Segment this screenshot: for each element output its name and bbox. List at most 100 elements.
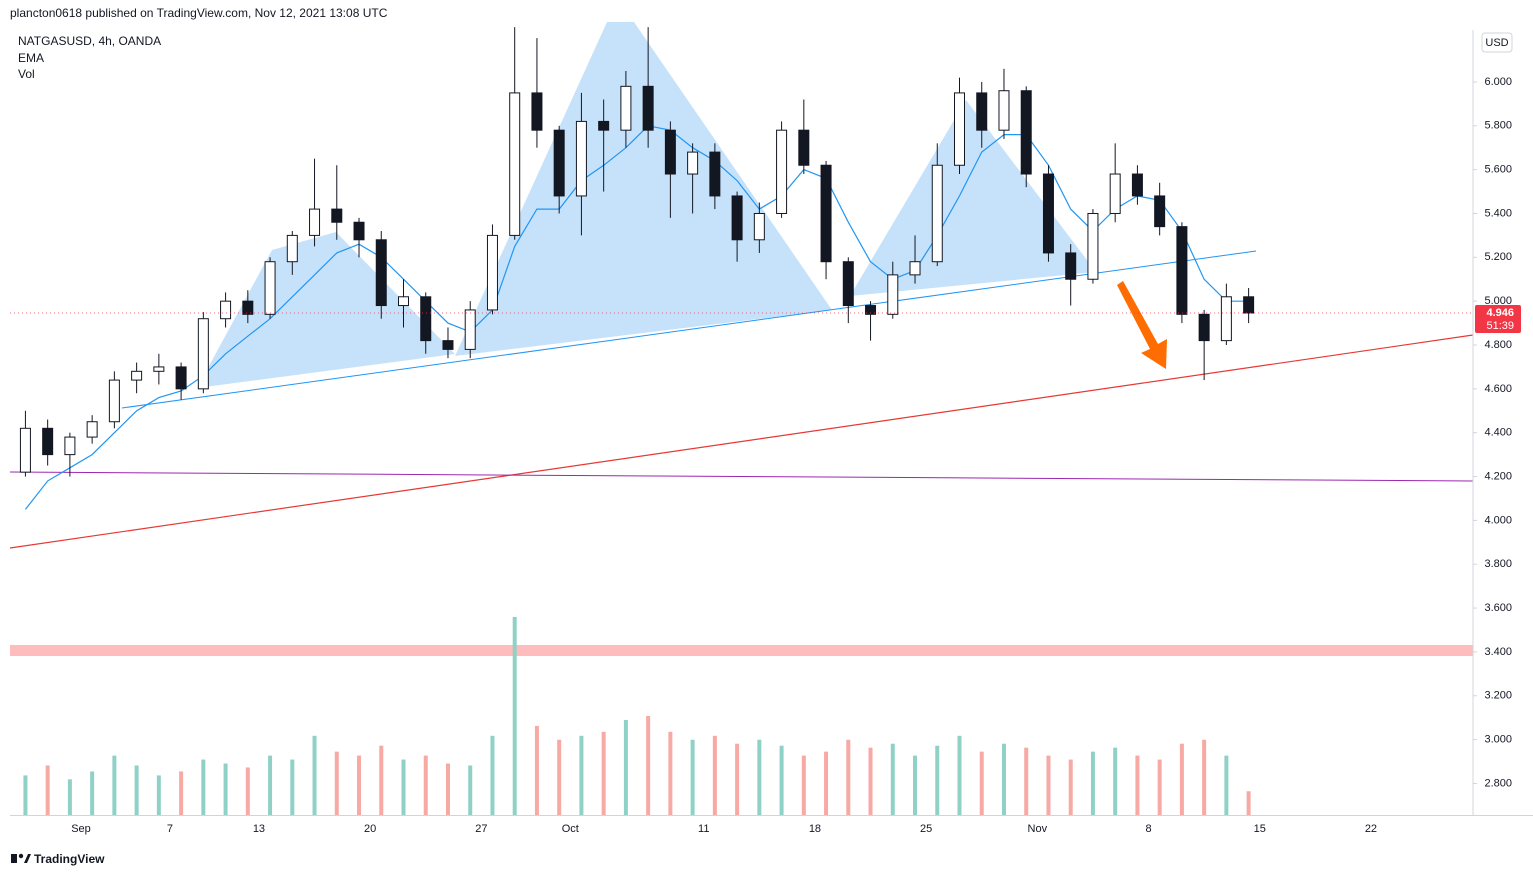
volume-bar <box>1224 755 1229 815</box>
candle-body <box>1243 296 1255 314</box>
volume-bar <box>579 735 584 815</box>
volume-bar <box>490 735 495 815</box>
y-tick-label: 2.800 <box>1484 777 1512 789</box>
volume-bar <box>735 743 740 815</box>
volume-bar <box>379 745 384 815</box>
last-price: 4.946 <box>1486 307 1514 319</box>
y-tick-label: 5.600 <box>1484 164 1512 176</box>
candle-body <box>1020 90 1032 175</box>
volume-bar <box>23 775 28 815</box>
candle-body <box>1042 173 1054 254</box>
volume-bar <box>623 719 628 815</box>
candle-body <box>153 366 165 372</box>
volume-bar <box>757 739 762 815</box>
x-tick-label: 27 <box>475 823 487 835</box>
x-tick-label: Oct <box>562 823 579 835</box>
candle-body <box>1087 212 1099 280</box>
volume-bar <box>1202 739 1207 815</box>
candle-body <box>420 296 432 342</box>
pattern-head <box>455 22 832 356</box>
pattern-left-shoulder <box>197 232 455 388</box>
arrow <box>1117 281 1167 369</box>
candle-body <box>820 164 832 263</box>
candle-body <box>1131 173 1143 197</box>
y-tick-label: 5.000 <box>1484 295 1512 307</box>
volume-bar <box>468 765 473 815</box>
volume-bar <box>1135 755 1140 815</box>
footer-brand: TradingView <box>34 852 105 866</box>
candle-body <box>375 239 387 307</box>
candle-body <box>531 92 543 131</box>
volume-bar <box>312 735 317 815</box>
candle-body <box>753 212 765 241</box>
candle-body <box>353 221 365 241</box>
x-tick-label: 18 <box>809 823 821 835</box>
ema-line <box>24 125 1249 510</box>
y-tick-label: 6.000 <box>1484 76 1512 88</box>
volume-bar <box>557 739 562 815</box>
volume-bar <box>1246 791 1251 815</box>
volume-bar <box>156 775 161 815</box>
candle-body <box>175 366 187 390</box>
y-tick-label: 3.200 <box>1484 690 1512 702</box>
candle-body <box>42 427 54 456</box>
volume-bar <box>846 739 851 815</box>
candle-body <box>86 421 98 438</box>
volume-bar <box>935 745 940 815</box>
candle-body <box>131 370 143 381</box>
volume-bar <box>401 759 406 815</box>
candle-body <box>309 208 321 236</box>
y-tick-label: 3.600 <box>1484 602 1512 614</box>
volume-bar <box>357 755 362 815</box>
volume-bar <box>690 739 695 815</box>
x-tick-label: 11 <box>698 823 709 835</box>
candle-body <box>998 90 1010 131</box>
x-tick-label: 25 <box>920 823 932 835</box>
currency-box[interactable] <box>1481 32 1513 53</box>
volume-bar <box>334 751 339 815</box>
volume-bar <box>1179 743 1184 815</box>
candle-body <box>620 85 632 131</box>
candle-body <box>887 274 899 315</box>
candles <box>19 27 1255 510</box>
last-price-box <box>1475 305 1521 334</box>
volume-bar <box>223 763 228 815</box>
volume-bar <box>1068 759 1073 815</box>
candle-body <box>798 129 810 166</box>
candle-body <box>1109 173 1121 214</box>
candle-body <box>1154 195 1166 228</box>
volume-bar <box>90 771 95 815</box>
candle-body <box>553 129 565 197</box>
volume-bar <box>1157 759 1162 815</box>
x-tick-label: 22 <box>1365 823 1377 835</box>
candle-body <box>687 151 699 175</box>
volume-bar <box>957 735 962 815</box>
candle-body <box>709 151 721 197</box>
volume-bar <box>445 763 450 815</box>
candle-body <box>442 340 454 350</box>
x-tick-label: Sep <box>71 823 91 835</box>
volume-bar <box>423 755 428 815</box>
volume-bar <box>45 765 50 815</box>
support-line <box>9 334 1474 549</box>
candle-body <box>1065 252 1077 280</box>
volume-bar <box>646 716 651 815</box>
volume-bar <box>268 755 273 815</box>
volume-bar <box>1001 743 1006 815</box>
y-tick-label: 5.800 <box>1484 120 1512 132</box>
candle-body <box>575 120 587 197</box>
y-tick-label: 4.400 <box>1484 427 1512 439</box>
candle-body <box>642 85 654 131</box>
candle-body <box>664 129 676 175</box>
x-tick-label: 20 <box>364 823 376 835</box>
y-tick-label: 5.400 <box>1484 207 1512 219</box>
x-tick-label: 13 <box>253 823 265 835</box>
x-tick-label: 7 <box>167 823 173 835</box>
horizontal-line <box>9 471 1474 482</box>
publish-header: plancton0618 published on TradingView.co… <box>10 6 388 20</box>
candle-body <box>264 261 276 315</box>
drawings <box>9 22 1474 656</box>
candle-body <box>286 234 298 263</box>
y-tick-label: 4.000 <box>1484 514 1512 526</box>
